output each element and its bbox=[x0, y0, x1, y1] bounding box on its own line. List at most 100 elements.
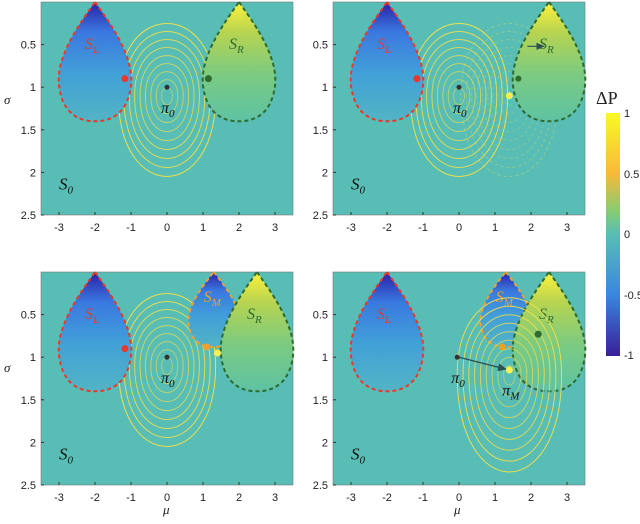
region-R bbox=[201, 0, 277, 123]
point-pi-0 bbox=[456, 84, 462, 90]
region-label-R: SR bbox=[247, 306, 262, 326]
y-tick-label: 0.5 bbox=[21, 40, 36, 52]
x-tick-label: -1 bbox=[126, 492, 136, 504]
x-tick-label: 3 bbox=[272, 492, 278, 504]
boundary-point bbox=[413, 75, 421, 83]
y-tick-label: 0.5 bbox=[313, 310, 328, 322]
boundary-point bbox=[121, 345, 129, 353]
contour-line bbox=[134, 317, 200, 420]
y-tick-label: 1.5 bbox=[21, 125, 36, 137]
contour-line bbox=[468, 314, 551, 451]
move-arrow bbox=[458, 356, 508, 371]
contour-line bbox=[491, 348, 528, 408]
contour-line bbox=[161, 87, 173, 106]
region-label-M: SM bbox=[496, 289, 514, 309]
x-tick-label: 0 bbox=[164, 492, 170, 504]
region-label-R: SR bbox=[229, 36, 244, 56]
background-label: S0 bbox=[351, 174, 366, 196]
contour-line bbox=[426, 47, 492, 150]
point-pi-0 bbox=[164, 354, 170, 360]
y-tick-label: 0.5 bbox=[21, 310, 36, 322]
y-tick-label: 2.5 bbox=[313, 480, 328, 492]
contour-line bbox=[485, 339, 534, 418]
contour-line bbox=[117, 292, 217, 447]
boundary-point bbox=[121, 75, 129, 83]
x-tick-label: -1 bbox=[126, 222, 136, 234]
contour-line bbox=[123, 301, 211, 438]
contour-line bbox=[442, 71, 476, 123]
colorbar-tick: 0 bbox=[624, 229, 630, 241]
background-label: S0 bbox=[59, 444, 74, 466]
contour-line bbox=[453, 87, 465, 106]
shifted-contours bbox=[460, 22, 559, 177]
boundary-point bbox=[515, 75, 522, 82]
y-tick-label: 2 bbox=[30, 167, 36, 179]
x-tick-label: -3 bbox=[54, 492, 64, 504]
y-tick-label: 1 bbox=[30, 82, 36, 94]
region-L bbox=[349, 0, 425, 123]
region-label-L: SL bbox=[377, 36, 391, 56]
colorbar bbox=[606, 113, 620, 356]
panel-3: SL SM SR π0 S0 -3 -2 -1 0 1 2 3 0.5 1 1.5 2 2.5 bbox=[21, 270, 295, 504]
contour-line bbox=[431, 55, 487, 142]
point-label-pi-M: πM bbox=[502, 383, 520, 403]
contour-line bbox=[150, 341, 184, 393]
contour-line bbox=[497, 356, 522, 397]
boundary-point bbox=[204, 75, 212, 83]
x-tick-label: 1 bbox=[492, 222, 498, 234]
x-tick-label: -2 bbox=[90, 492, 100, 504]
x-tick-label: 0 bbox=[456, 492, 462, 504]
x-tick-label: 2 bbox=[528, 492, 534, 504]
x-tick-label: 3 bbox=[564, 492, 570, 504]
y-tick-label: 1 bbox=[30, 352, 36, 364]
y-tick-label: 0.5 bbox=[313, 40, 328, 52]
y-tick-label: 2.5 bbox=[21, 210, 36, 222]
contour-line bbox=[139, 325, 195, 412]
point-label-pi-0: π0 bbox=[161, 370, 175, 390]
region-label-L: SL bbox=[85, 36, 99, 56]
point-label-pi-0: π0 bbox=[453, 100, 467, 120]
y-tick-label: 1 bbox=[322, 352, 328, 364]
y-tick-label: 1.5 bbox=[313, 395, 328, 407]
x-tick-label: -1 bbox=[418, 222, 428, 234]
boundary-point bbox=[203, 343, 211, 351]
region-L bbox=[57, 270, 133, 393]
boundary-point bbox=[213, 349, 221, 357]
background-label: S0 bbox=[351, 444, 366, 466]
contour-line bbox=[155, 349, 179, 384]
contour-line bbox=[456, 297, 563, 473]
y-tick-label: 1.5 bbox=[21, 395, 36, 407]
region-label-L: SL bbox=[377, 306, 391, 326]
colorbar-tick: -0.5 bbox=[624, 290, 640, 302]
x-tick-label: -2 bbox=[90, 222, 100, 234]
x-tick-label: -2 bbox=[382, 492, 392, 504]
contour-line bbox=[447, 79, 471, 114]
x-tick-label: -3 bbox=[346, 222, 356, 234]
x-tick-label: -1 bbox=[418, 492, 428, 504]
boundary-point bbox=[498, 343, 506, 351]
contour-line bbox=[150, 71, 184, 123]
point-pi-0 bbox=[454, 354, 460, 360]
y-tick-label: 2.5 bbox=[21, 480, 36, 492]
region-label-M: SM bbox=[204, 289, 222, 309]
y-tick-label: 1.5 bbox=[313, 125, 328, 137]
contour-line bbox=[144, 63, 190, 133]
contour-line bbox=[465, 31, 554, 168]
y-axis-label: σ bbox=[4, 92, 11, 107]
x-tick-label: 3 bbox=[272, 222, 278, 234]
contour-line bbox=[144, 333, 190, 403]
x-tick-label: 2 bbox=[236, 492, 242, 504]
colorbar-title: ΔP bbox=[596, 88, 618, 108]
point-pi-0 bbox=[164, 84, 170, 90]
contour-line bbox=[128, 309, 206, 430]
y-axis-label: σ bbox=[4, 360, 11, 375]
background-label: S0 bbox=[59, 174, 74, 196]
contour-line bbox=[128, 39, 206, 160]
x-tick-label: -3 bbox=[346, 492, 356, 504]
contour-line bbox=[139, 55, 195, 142]
panel-1: SL SR π0 S0 -3 -2 -1 0 1 2 3 0.5 1 1.5 2 2.5 bbox=[21, 0, 294, 234]
colorbar-tick: 1 bbox=[624, 108, 630, 120]
colorbar-tick: 0.5 bbox=[624, 169, 639, 181]
